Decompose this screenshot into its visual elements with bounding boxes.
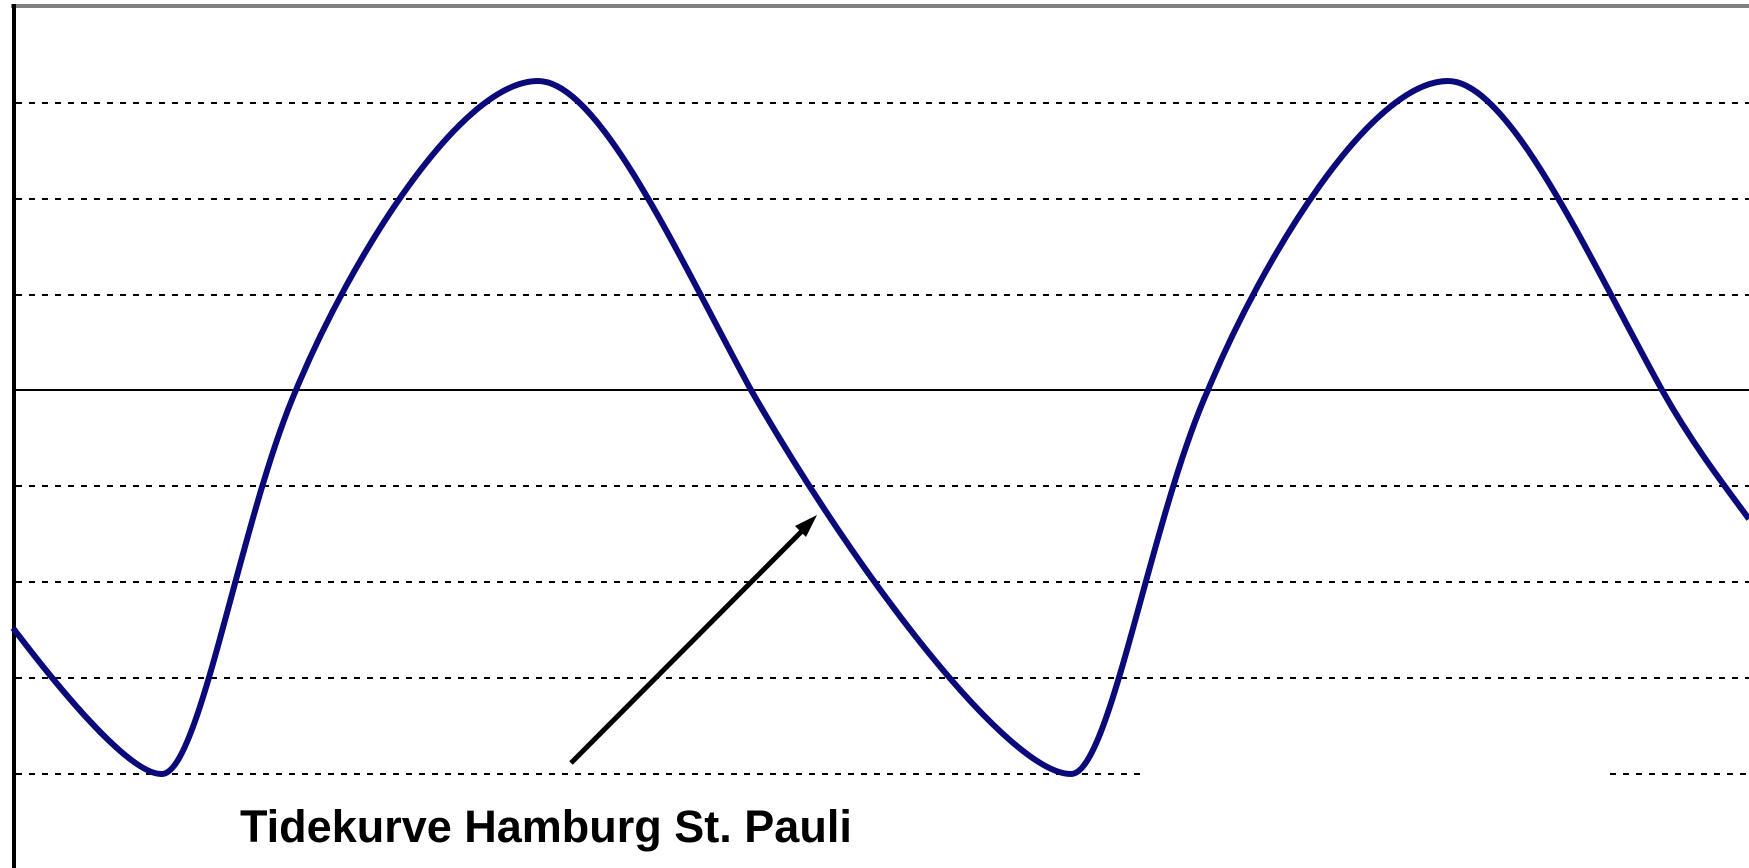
- arrow-shaft: [569, 525, 808, 765]
- arrow-head: [795, 515, 817, 537]
- annotation-label: Tidekurve Hamburg St. Pauli: [240, 801, 852, 852]
- tide-curve: [10, 77, 1749, 778]
